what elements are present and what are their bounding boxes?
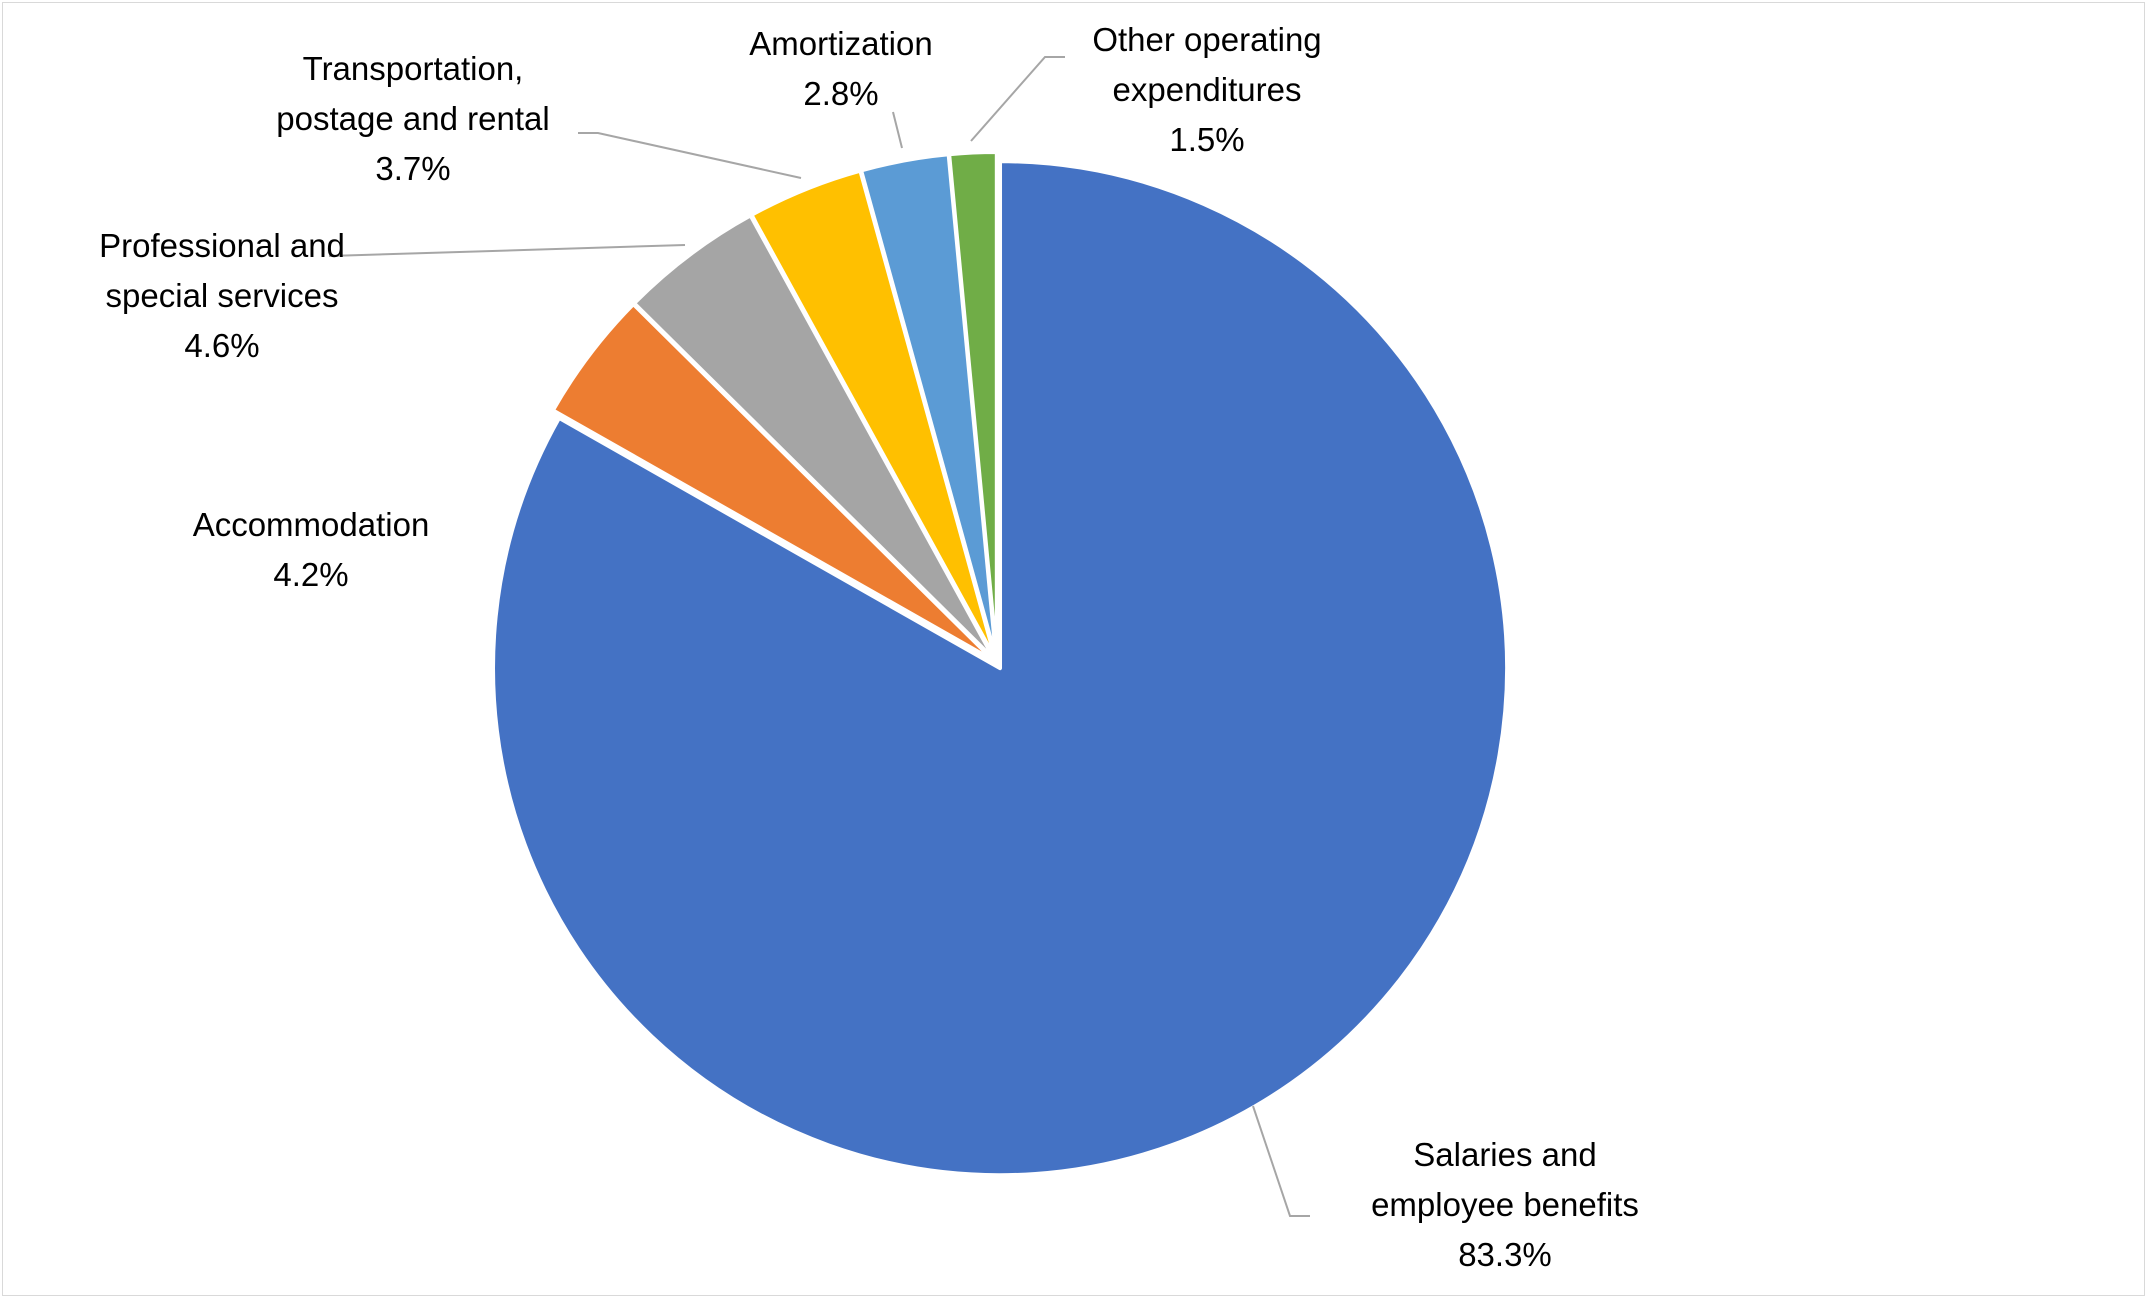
leader-line-salaries — [1252, 1105, 1310, 1217]
data-label-accommodation: Accommodation 4.2% — [193, 500, 430, 600]
label-name-line: Professional and — [99, 227, 345, 264]
label-name-line: special services — [105, 277, 339, 314]
leader-line-transportation — [578, 132, 802, 179]
label-name-line: Transportation, — [302, 50, 524, 87]
label-name-line: Accommodation — [192, 506, 430, 543]
leader-line-amortization — [892, 111, 903, 149]
label-value: 3.7% — [375, 150, 451, 187]
pie-slice-salaries-and-employee-benefits — [491, 159, 1509, 1178]
data-label-amortization: Amortization 2.8% — [749, 19, 932, 119]
label-value: 1.5% — [1169, 121, 1245, 158]
label-value: 83.3% — [1458, 1236, 1552, 1273]
leader-line-professional — [328, 244, 686, 257]
label-name-line: Amortization — [749, 25, 933, 62]
leader-line-other — [970, 56, 1065, 142]
label-name-line: Other operating — [1092, 21, 1322, 58]
label-name-line: employee benefits — [1371, 1186, 1639, 1223]
label-name-line: expenditures — [1112, 71, 1302, 108]
label-value: 2.8% — [803, 75, 879, 112]
data-label-other: Other operating expenditures 1.5% — [1092, 15, 1321, 165]
label-name-line: Salaries and — [1413, 1136, 1597, 1173]
data-label-professional: Professional and special services 4.6% — [99, 221, 345, 371]
data-label-salaries: Salaries and employee benefits 83.3% — [1371, 1130, 1639, 1280]
label-value: 4.6% — [184, 327, 260, 364]
pie-slice-other-operating-expenditures — [947, 150, 999, 662]
label-name-line: postage and rental — [276, 100, 550, 137]
data-label-transportation: Transportation, postage and rental 3.7% — [276, 44, 549, 194]
label-value: 4.2% — [273, 556, 349, 593]
